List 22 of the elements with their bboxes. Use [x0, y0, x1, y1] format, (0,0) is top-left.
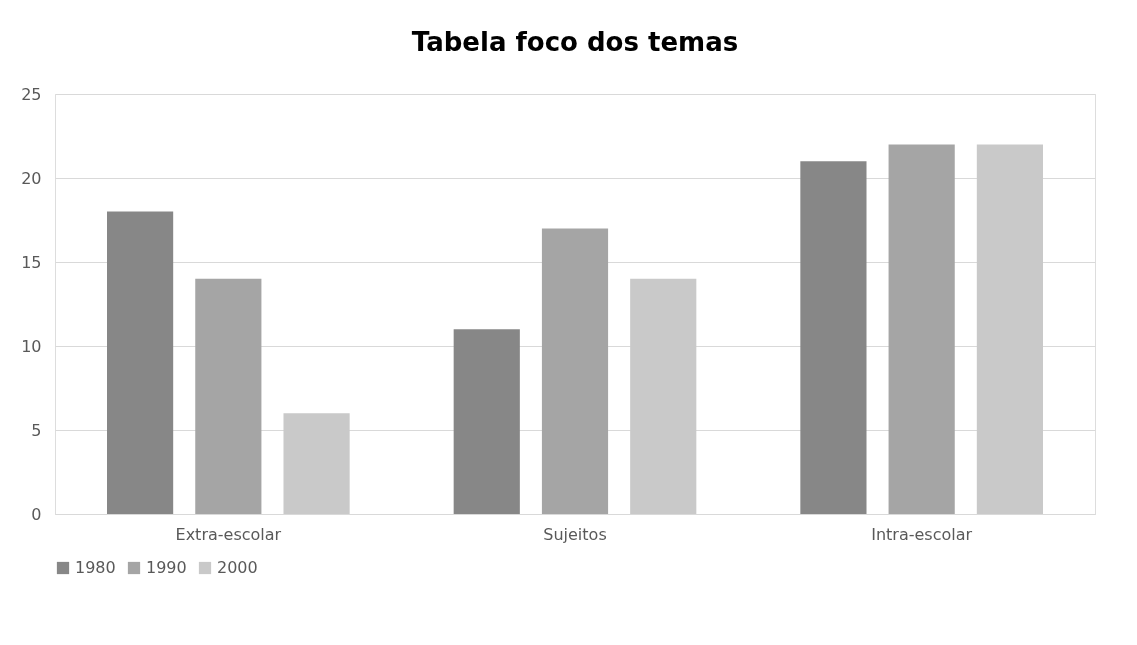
- x-tick-label: Extra-escolar: [175, 524, 282, 544]
- bar: [630, 278, 697, 514]
- y-tick-label: 15: [21, 252, 42, 272]
- chart-title: Tabela foco dos temas: [411, 27, 739, 57]
- x-tick-label: Intra-escolar: [871, 524, 973, 544]
- legend-label: 2000: [217, 558, 258, 577]
- bar: [195, 278, 262, 514]
- bar: [107, 211, 174, 514]
- legend-label: 1980: [75, 558, 116, 577]
- bar: [800, 161, 867, 514]
- bar: [976, 144, 1043, 514]
- y-tick-label: 25: [21, 84, 42, 104]
- y-tick-label: 10: [21, 336, 42, 356]
- legend-label: 1990: [146, 558, 187, 577]
- x-tick-label: Sujeitos: [543, 524, 607, 544]
- bar: [283, 413, 350, 514]
- bar: [541, 228, 609, 514]
- y-tick-label: 0: [31, 504, 42, 524]
- bar: [453, 329, 520, 514]
- bar: [888, 144, 955, 514]
- y-tick-label: 5: [31, 420, 42, 440]
- y-tick-label: 20: [21, 168, 42, 188]
